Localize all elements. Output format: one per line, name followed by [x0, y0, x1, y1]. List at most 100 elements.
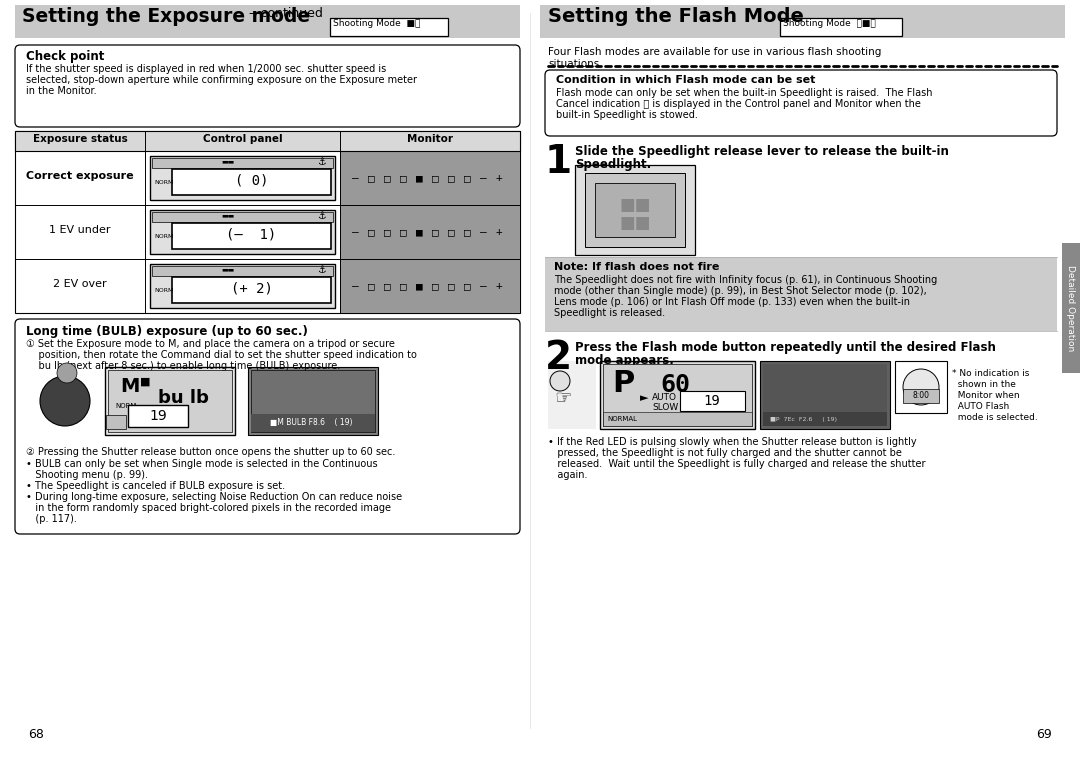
Text: (p. 117).: (p. 117). [26, 514, 77, 524]
Text: +: + [496, 173, 502, 183]
Text: * No indication is: * No indication is [951, 369, 1029, 378]
Text: —: — [480, 227, 486, 237]
Text: 19: 19 [149, 409, 167, 423]
Text: ►: ► [640, 393, 648, 403]
FancyBboxPatch shape [15, 45, 519, 127]
Text: bu lb (next after 8 sec.) to enable long time (BULB) exposure.: bu lb (next after 8 sec.) to enable long… [26, 361, 340, 371]
Text: again.: again. [548, 470, 588, 480]
Text: ■: ■ [416, 227, 422, 237]
Text: Note: If flash does not fire: Note: If flash does not fire [554, 262, 719, 272]
Bar [780, 18, 902, 36]
Text: □: □ [463, 281, 471, 291]
Bar [762, 412, 887, 426]
Bar [105, 367, 235, 435]
Text: ▬▬: ▬▬ [221, 158, 234, 164]
Text: M: M [120, 377, 139, 396]
Bar [15, 131, 519, 313]
Text: AUTO: AUTO [652, 393, 677, 402]
Text: • The Speedlight is canceled if BULB exposure is set.: • The Speedlight is canceled if BULB exp… [26, 481, 285, 491]
Bar [15, 5, 519, 38]
Bar [340, 205, 519, 259]
Bar [545, 257, 1057, 331]
Text: Monitor: Monitor [407, 134, 453, 144]
Text: in the form randomly spaced bright-colored pixels in the recorded image: in the form randomly spaced bright-color… [26, 503, 391, 513]
Bar [106, 415, 126, 429]
Bar [540, 5, 1065, 38]
Bar [895, 361, 947, 413]
Bar [172, 223, 330, 249]
Text: • BULB can only be set when Single mode is selected in the Continuous: • BULB can only be set when Single mode … [26, 459, 378, 469]
Text: ⚓: ⚓ [316, 157, 325, 167]
Bar [1062, 243, 1080, 373]
Text: mode appears.: mode appears. [575, 354, 674, 367]
Bar [129, 405, 188, 427]
Text: (—  1): (— 1) [227, 228, 276, 242]
Text: Condition in which Flash mode can be set: Condition in which Flash mode can be set [556, 75, 815, 85]
Text: □: □ [400, 227, 406, 237]
Circle shape [903, 369, 939, 405]
Text: Lens mode (p. 106) or Int Flash Off mode (p. 133) even when the built-in: Lens mode (p. 106) or Int Flash Off mode… [554, 297, 910, 307]
Text: Setting the Flash Mode: Setting the Flash Mode [548, 7, 804, 26]
Bar [760, 361, 890, 429]
Bar [150, 210, 335, 254]
Text: □: □ [383, 281, 390, 291]
Text: □: □ [383, 227, 390, 237]
Text: —: — [352, 281, 359, 291]
Text: □: □ [447, 227, 455, 237]
Text: □: □ [400, 173, 406, 183]
Text: ⚓: ⚓ [316, 211, 325, 221]
Text: □: □ [447, 281, 455, 291]
Text: □: □ [367, 281, 375, 291]
Text: □: □ [400, 281, 406, 291]
Bar [595, 183, 675, 237]
Text: Speedlight.: Speedlight. [575, 158, 651, 171]
Bar [680, 391, 745, 411]
Text: —: — [352, 227, 359, 237]
Text: +: + [496, 227, 502, 237]
Bar [172, 169, 330, 195]
Text: NORM: NORM [154, 288, 174, 293]
Text: Shooting Mode  ■Ⓝ: Shooting Mode ■Ⓝ [333, 19, 420, 28]
Text: Monitor when: Monitor when [951, 391, 1020, 400]
Bar [150, 156, 335, 200]
Bar [108, 370, 232, 432]
Text: ■M BULB F8.6    ( 19): ■M BULB F8.6 ( 19) [270, 418, 352, 427]
Bar [251, 414, 375, 432]
Text: 2 EV over: 2 EV over [53, 279, 107, 289]
Text: bu lb: bu lb [158, 389, 208, 407]
Text: ■■
■■: ■■ ■■ [619, 196, 651, 232]
Text: 1: 1 [545, 143, 572, 181]
Text: —: — [480, 281, 486, 291]
Text: □: □ [447, 173, 455, 183]
Text: pressed, the Speedlight is not fully charged and the shutter cannot be: pressed, the Speedlight is not fully cha… [548, 448, 902, 458]
Text: ■P  7Ec  F2.6     ( 19): ■P 7Ec F2.6 ( 19) [770, 417, 837, 421]
Text: The Speedlight does not fire with Infinity focus (p. 61), in Continuous Shooting: The Speedlight does not fire with Infini… [554, 275, 937, 285]
Text: selected, stop-down aperture while confirming exposure on the Exposure meter: selected, stop-down aperture while confi… [26, 75, 417, 85]
Text: Exposure status: Exposure status [32, 134, 127, 144]
Text: mode (other than Single mode) (p. 99), in Best Shot Selector mode (p. 102),: mode (other than Single mode) (p. 99), i… [554, 286, 927, 296]
Text: □: □ [463, 227, 471, 237]
Bar [903, 389, 939, 403]
Bar [15, 131, 519, 151]
Bar [548, 361, 596, 429]
Text: NORM: NORM [114, 403, 136, 409]
Text: □: □ [367, 173, 375, 183]
Text: 1 EV under: 1 EV under [50, 225, 111, 235]
Text: Shooting menu (p. 99).: Shooting menu (p. 99). [26, 470, 148, 480]
Text: □: □ [432, 173, 438, 183]
Text: built-in Speedlight is stowed.: built-in Speedlight is stowed. [556, 110, 698, 120]
Text: ■: ■ [140, 377, 150, 387]
Text: ■: ■ [416, 281, 422, 291]
Text: NORM: NORM [154, 234, 174, 239]
Text: ◄: ◄ [690, 393, 699, 403]
Text: □: □ [367, 227, 375, 237]
Bar [585, 173, 685, 247]
Text: ⚓: ⚓ [316, 265, 325, 275]
Bar [152, 212, 333, 222]
Bar [340, 259, 519, 313]
Text: Correct exposure: Correct exposure [26, 171, 134, 181]
Text: +: + [496, 281, 502, 291]
Text: ▬▬: ▬▬ [221, 212, 234, 218]
Text: ① Set the Exposure mode to M, and place the camera on a tripod or secure: ① Set the Exposure mode to M, and place … [26, 339, 395, 349]
Bar [172, 277, 330, 303]
